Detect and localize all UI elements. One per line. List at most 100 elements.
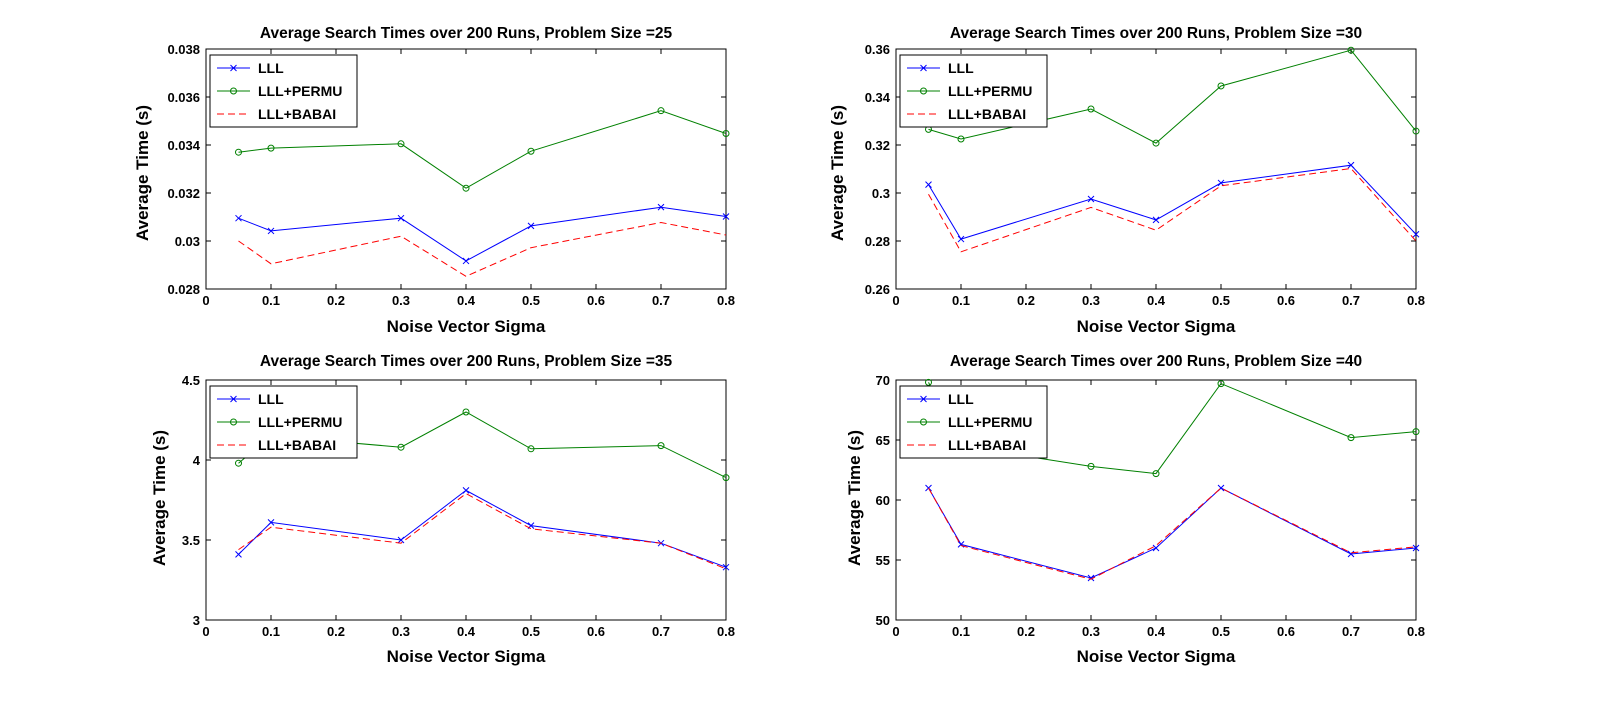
y-tick-label: 0.028 (167, 282, 200, 297)
data-point-circle-marker (235, 148, 242, 156)
legend-marker (230, 395, 237, 403)
data-point-x-marker (1412, 230, 1420, 238)
x-tick-label: 0.4 (1147, 293, 1166, 308)
legend-label: LLL+PERMU (948, 83, 1032, 99)
x-axis-label: Noise Vector Sigma (387, 647, 546, 666)
data-point-circle-marker (722, 129, 730, 137)
x-tick-label: 0.5 (1212, 624, 1230, 639)
x-tick-label: 0.6 (587, 293, 605, 308)
y-tick-label: 0.034 (167, 138, 200, 153)
x-tick-label: 0.5 (522, 624, 540, 639)
x-tick-label: 0.7 (652, 624, 670, 639)
subplot-size-30: Average Search Times over 200 Runs, Prob… (828, 25, 1425, 336)
x-tick-label: 0.7 (1342, 624, 1360, 639)
data-point-circle-marker (722, 474, 730, 482)
x-tick-label: 0.1 (262, 293, 280, 308)
series-line-lll-permu (928, 49, 1417, 144)
y-axis-label: Average Time (s) (150, 430, 169, 566)
subplot-size-25: Average Search Times over 200 Runs, Prob… (133, 25, 735, 336)
data-point-circle-marker (397, 443, 405, 451)
series-line-lll-babai (928, 487, 1417, 580)
data-lines (235, 408, 730, 571)
legend-marker (230, 87, 237, 95)
x-tick-label: 0.1 (262, 624, 280, 639)
x-ticks: 0 0.1 0.2 0.3 0.4 0.5 0.6 0.7 0.8 (892, 49, 1425, 308)
x-tick-label: 0.8 (717, 624, 735, 639)
legend-label: LLL+PERMU (948, 414, 1032, 430)
x-tick-label: 0.4 (457, 624, 476, 639)
x-axis-label: Noise Vector Sigma (1077, 647, 1236, 666)
data-point-circle-marker (1152, 470, 1160, 478)
x-tick-label: 0.5 (522, 293, 540, 308)
series-line-lll-babai (238, 493, 727, 570)
data-point-circle-marker (925, 378, 932, 386)
x-tick-label: 0.4 (1147, 624, 1166, 639)
y-tick-label: 0.036 (167, 90, 200, 105)
series-line-lll-babai (928, 167, 1417, 253)
y-axis-label: Average Time (s) (845, 430, 864, 566)
legend-marker (230, 64, 237, 72)
data-point-x-marker (1347, 161, 1355, 169)
data-point-x-marker (235, 551, 242, 558)
y-tick-label: 4.5 (182, 373, 200, 388)
x-tick-label: 0.6 (1277, 293, 1295, 308)
legend-marker (920, 64, 927, 72)
y-tick-label: 0.36 (865, 42, 890, 57)
legend-label: LLL+BABAI (948, 437, 1026, 453)
y-tick-label: 60 (876, 493, 890, 508)
x-ticks: 0 0.1 0.2 0.3 0.4 0.5 0.6 0.7 0.8 (892, 380, 1425, 639)
x-tick-label: 0 (202, 293, 209, 308)
legend-label: LLL+BABAI (258, 106, 336, 122)
y-ticks: 0.028 0.03 0.032 0.034 0.036 0.038 (167, 42, 726, 297)
series-line-lll-babai (238, 221, 727, 277)
data-point-x-marker (1087, 574, 1095, 582)
legend: LLL LLL+PERMU LLL+BABAI (209, 385, 358, 459)
subplot-title: Average Search Times over 200 Runs, Prob… (260, 25, 673, 42)
y-tick-label: 65 (876, 433, 890, 448)
y-tick-label: 3.5 (182, 533, 200, 548)
x-tick-label: 0.3 (1082, 624, 1100, 639)
legend-marker (920, 418, 927, 426)
y-tick-label: 4 (193, 453, 201, 468)
data-point-x-marker (462, 487, 470, 494)
data-point-x-marker (1152, 216, 1160, 224)
x-tick-label: 0.8 (1407, 293, 1425, 308)
data-point-x-marker (1217, 179, 1225, 187)
y-tick-label: 50 (876, 613, 890, 628)
x-tick-label: 0.6 (1277, 624, 1295, 639)
y-axis-label: Average Time (s) (828, 105, 847, 241)
x-tick-label: 0.2 (327, 624, 345, 639)
y-tick-label: 0.038 (167, 42, 200, 57)
x-tick-label: 0.8 (1407, 624, 1425, 639)
y-tick-label: 70 (876, 373, 890, 388)
data-point-x-marker (657, 203, 665, 211)
legend-label: LLL (948, 60, 974, 76)
data-point-circle-marker (1347, 46, 1355, 54)
data-point-circle-marker (1087, 462, 1095, 470)
data-point-circle-marker (1217, 82, 1225, 90)
data-point-x-marker (1087, 195, 1095, 203)
x-axis-label: Noise Vector Sigma (1077, 317, 1236, 336)
data-point-x-marker (267, 519, 275, 526)
data-point-circle-marker (657, 442, 665, 450)
legend-marker (920, 87, 927, 95)
data-point-circle-marker (1152, 139, 1160, 147)
x-ticks: 0 0.1 0.2 0.3 0.4 0.5 0.6 0.7 0.8 (202, 380, 735, 639)
legend-label: LLL+BABAI (258, 437, 336, 453)
data-point-circle-marker (657, 107, 665, 115)
subplot-size-35: Average Search Times over 200 Runs, Prob… (150, 353, 735, 666)
x-tick-label: 0 (892, 293, 899, 308)
x-tick-label: 0.1 (952, 624, 970, 639)
x-axis-label: Noise Vector Sigma (387, 317, 546, 336)
x-tick-label: 0.1 (952, 293, 970, 308)
data-lines (925, 46, 1420, 253)
x-tick-label: 0 (202, 624, 209, 639)
x-tick-label: 0 (892, 624, 899, 639)
x-tick-label: 0.5 (1212, 293, 1230, 308)
x-tick-label: 0.8 (717, 293, 735, 308)
data-point-x-marker (527, 222, 535, 230)
legend-marker (230, 418, 237, 426)
data-point-circle-marker (527, 445, 535, 453)
y-ticks: 50 55 60 65 70 (876, 373, 1416, 628)
legend: LLL LLL+PERMU LLL+BABAI (899, 385, 1048, 459)
